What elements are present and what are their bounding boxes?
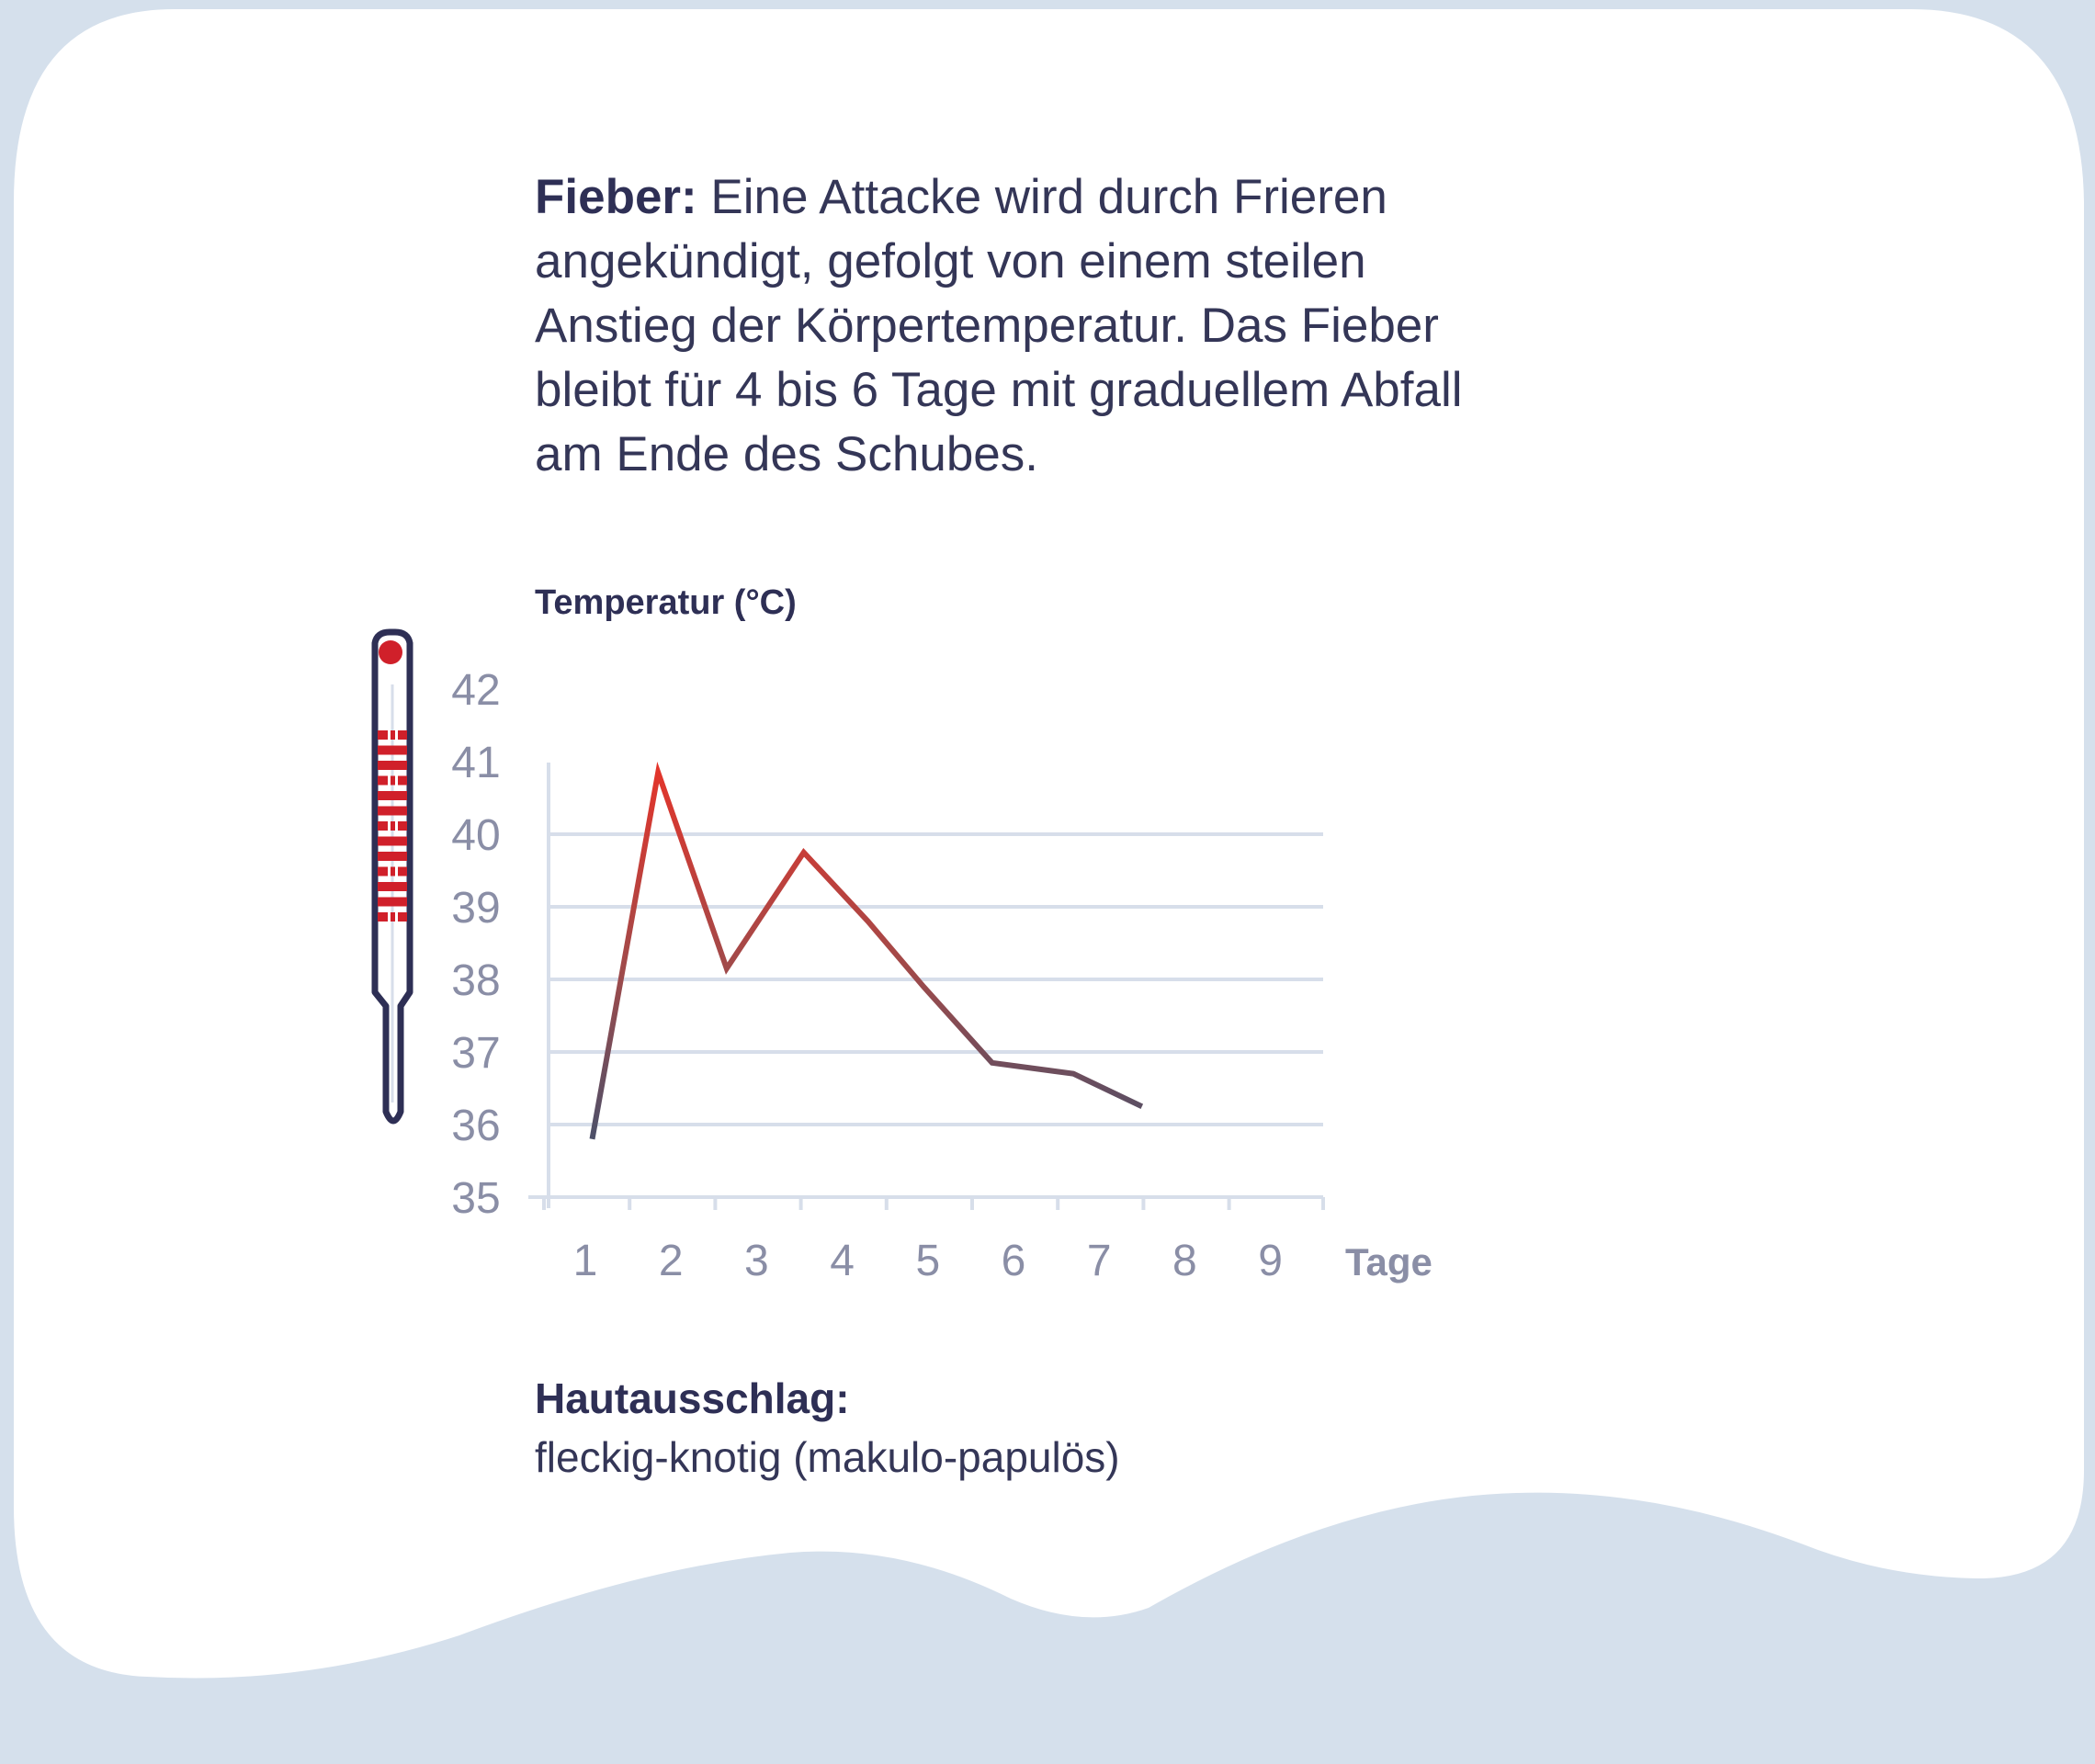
thermometer-mark-gap	[395, 821, 398, 831]
rash-title: Hautausschlag:	[535, 1374, 850, 1422]
y-tick-label-41: 41	[451, 739, 500, 787]
thermometer-mark-gap	[388, 821, 391, 831]
x-tick-label-7: 7	[1087, 1237, 1112, 1285]
x-tick-label-4: 4	[830, 1237, 855, 1285]
y-tick-label-36: 36	[451, 1102, 500, 1150]
thermometer-icon	[371, 628, 413, 1125]
x-tick-label-6: 6	[1002, 1237, 1026, 1285]
thermometer-mark-gap	[395, 730, 398, 740]
thermometer-mark-gap	[395, 866, 398, 876]
y-tick-label-37: 37	[451, 1029, 500, 1078]
y-axis-label: Temperatur (°C)	[535, 583, 797, 622]
thermometer-mark-gap	[388, 730, 391, 740]
thermometer-mark-gap	[395, 912, 398, 922]
y-tick-label-38: 38	[451, 956, 500, 1005]
x-tick-label-5: 5	[915, 1237, 940, 1285]
thermometer-mark-gap	[395, 775, 398, 786]
y-tick-label-42: 42	[451, 666, 500, 715]
thermometer-mark	[378, 852, 407, 861]
thermometer-mark	[378, 882, 407, 891]
rash-description: fleckig-knotig (makulo-papulös)	[535, 1433, 1120, 1481]
x-tick-label-1: 1	[573, 1237, 598, 1285]
thermometer-mark	[378, 730, 407, 740]
thermometer-mark	[378, 866, 407, 876]
thermometer-mark	[378, 745, 407, 755]
x-tick-label-9: 9	[1258, 1237, 1283, 1285]
x-tick-label-3: 3	[744, 1237, 769, 1285]
thermometer-mark	[378, 775, 407, 786]
thermometer-mark-gap	[388, 912, 391, 922]
intro-paragraph: Fieber: Eine Attacke wird durch Frieren …	[535, 165, 1509, 487]
y-tick-label-40: 40	[451, 811, 500, 860]
x-tick-label-2: 2	[659, 1237, 684, 1285]
thermometer-mark	[378, 897, 407, 907]
thermometer-mark-gap	[388, 866, 391, 876]
thermometer-mark	[378, 806, 407, 816]
thermometer-mark	[378, 912, 407, 922]
thermometer-mark-gap	[388, 775, 391, 786]
x-axis-label: Tage	[1345, 1240, 1433, 1283]
thermometer-mark	[378, 791, 407, 800]
intro-text: Eine Attacke wird durch Frieren angekünd…	[535, 170, 1463, 481]
y-tick-label-39: 39	[451, 884, 500, 933]
thermometer-mark	[378, 836, 407, 846]
thermometer-mark	[378, 821, 407, 831]
thermometer-mark	[378, 761, 407, 770]
rash-section: Hautausschlag: fleckig-knotig (makulo-pa…	[535, 1369, 1120, 1487]
temperature-line	[589, 762, 1144, 1140]
x-tick-label-8: 8	[1172, 1237, 1197, 1285]
intro-lead: Fieber:	[535, 170, 697, 224]
y-tick-label-35: 35	[451, 1174, 500, 1223]
